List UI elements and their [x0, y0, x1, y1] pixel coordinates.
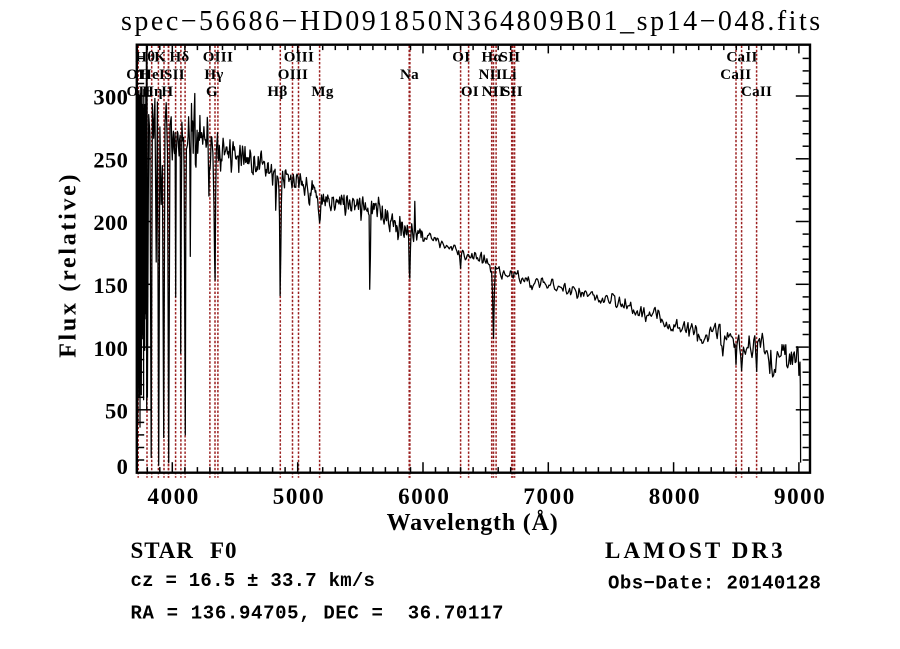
svg-text:50: 50: [105, 398, 128, 423]
svg-text:5000: 5000: [273, 484, 325, 509]
svg-text:SII: SII: [502, 84, 523, 100]
svg-text:spec−56686−HD091850N364809B01_: spec−56686−HD091850N364809B01_sp14−048.f…: [121, 6, 823, 37]
svg-text:LAMOST DR3: LAMOST DR3: [605, 538, 786, 563]
svg-text:OI: OI: [461, 84, 479, 100]
svg-text:4000: 4000: [147, 484, 199, 509]
svg-text:OI: OI: [452, 50, 470, 66]
svg-text:STAR: STAR: [131, 538, 194, 563]
svg-text:6000: 6000: [398, 484, 450, 509]
svg-text:300: 300: [93, 85, 128, 110]
svg-text:0: 0: [117, 454, 129, 479]
svg-text:Flux (relative): Flux (relative): [56, 172, 82, 358]
svg-text:NII: NII: [479, 67, 502, 83]
svg-text:CaII: CaII: [741, 84, 772, 100]
svg-text:F0: F0: [210, 538, 237, 563]
svg-text:8000: 8000: [649, 484, 701, 509]
svg-text:cz = 16.5 ± 33.7 km/s: cz = 16.5 ± 33.7 km/s: [131, 570, 376, 592]
svg-text:G: G: [206, 84, 218, 100]
svg-text:Hγ: Hγ: [204, 67, 223, 83]
svg-text:Wavelength (Å): Wavelength (Å): [387, 510, 559, 536]
svg-text:H: H: [161, 84, 173, 100]
svg-text:OII: OII: [126, 67, 150, 83]
svg-text:100: 100: [93, 336, 128, 361]
svg-text:OII: OII: [126, 84, 150, 100]
svg-text:Mg: Mg: [311, 84, 333, 100]
svg-text:NII: NII: [482, 84, 505, 100]
svg-text:CaII: CaII: [720, 67, 751, 83]
svg-text:OIII: OIII: [203, 50, 233, 66]
svg-text:K: K: [154, 50, 166, 66]
svg-text:Hη: Hη: [142, 84, 163, 100]
svg-text:7000: 7000: [523, 484, 575, 509]
svg-text:SII: SII: [500, 50, 521, 66]
svg-text:Li: Li: [502, 67, 517, 83]
svg-text:CaII: CaII: [726, 50, 757, 66]
svg-text:SII: SII: [164, 67, 185, 83]
svg-text:150: 150: [93, 273, 128, 298]
svg-text:Obs−Date: 20140128: Obs−Date: 20140128: [608, 573, 821, 595]
svg-text:Na: Na: [400, 67, 419, 83]
svg-text:9000: 9000: [774, 484, 826, 509]
svg-text:RA = 136.94705, DEC = 36.7011: RA = 136.94705, DEC = 36.70117: [131, 603, 505, 625]
svg-text:Hδ: Hδ: [169, 50, 189, 66]
svg-text:200: 200: [93, 210, 128, 235]
svg-text:OIII: OIII: [278, 67, 308, 83]
svg-text:Hβ: Hβ: [267, 84, 287, 100]
svg-text:OIII: OIII: [284, 50, 314, 66]
svg-text:250: 250: [93, 147, 128, 172]
svg-text:HeI: HeI: [140, 67, 165, 83]
svg-text:Hθ: Hθ: [135, 50, 155, 66]
svg-text:Hα: Hα: [481, 50, 502, 66]
